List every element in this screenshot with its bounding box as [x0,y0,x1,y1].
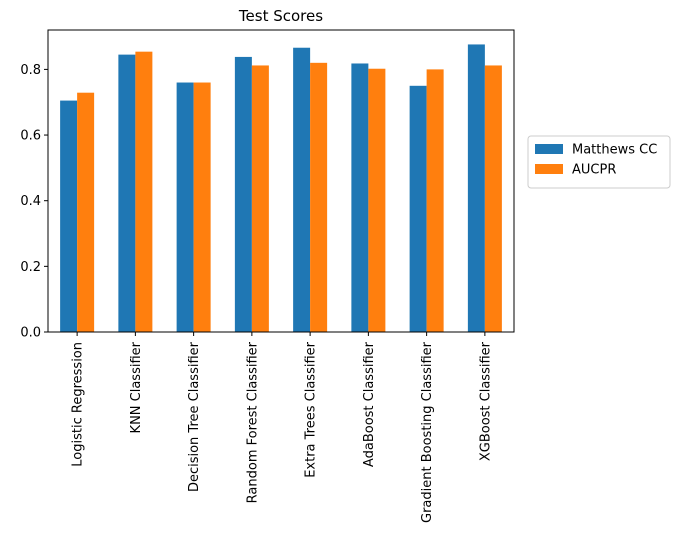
y-tick-label: 0.2 [20,260,41,275]
plot-area: 0.0 0.2 0.4 0.6 0.8 Logistic Regression KNN Cl… [20,29,515,523]
x-tick-label: KNN Classifier [129,341,144,433]
y-tick-label: 0.6 [20,129,41,144]
bar-aucpr-3 [251,65,269,332]
bar-matthews-cc-3 [234,56,252,333]
bar-aucpr-6 [426,69,444,333]
bar-aucpr-5 [368,68,386,333]
bar-matthews-cc-1 [118,54,136,332]
bar-matthews-cc-0 [60,100,78,333]
bar-aucpr-4 [310,62,328,333]
legend-box [527,135,671,189]
chart-title: Test Scores [238,7,323,25]
y-tick-label: 0.8 [20,63,41,78]
x-tick-label: Decision Tree Classifier [187,341,202,492]
bar-matthews-cc-7 [467,44,485,332]
legend: Matthews CC AUCPR [527,135,671,189]
legend-label: AUCPR [572,163,616,178]
x-tick-label: Extra Trees Classifier [304,341,319,477]
plot-frame [47,29,515,333]
legend-swatch [535,144,563,154]
bar-matthews-cc-6 [409,85,427,332]
bar-aucpr-0 [77,92,95,333]
bar-aucpr-1 [135,51,153,332]
bar-matthews-cc-2 [176,82,194,333]
y-tick-label: 0.0 [20,326,41,341]
bar-aucpr-2 [193,82,211,333]
bar-aucpr-7 [484,65,502,332]
bar-matthews-cc-5 [351,63,369,333]
x-tick-label: AdaBoost Classifier [362,341,377,467]
x-tick-label: Logistic Regression [71,342,86,467]
x-tick-label: Gradient Boosting Classifier [420,341,435,523]
legend-swatch [535,164,563,174]
x-tick-label: Random Forest Classifier [245,341,260,503]
x-tick-label: XGBoost Classifier [478,341,493,461]
legend-label: Matthews CC [572,143,657,158]
bar-matthews-cc-4 [293,47,311,333]
y-tick-label: 0.4 [20,194,41,209]
